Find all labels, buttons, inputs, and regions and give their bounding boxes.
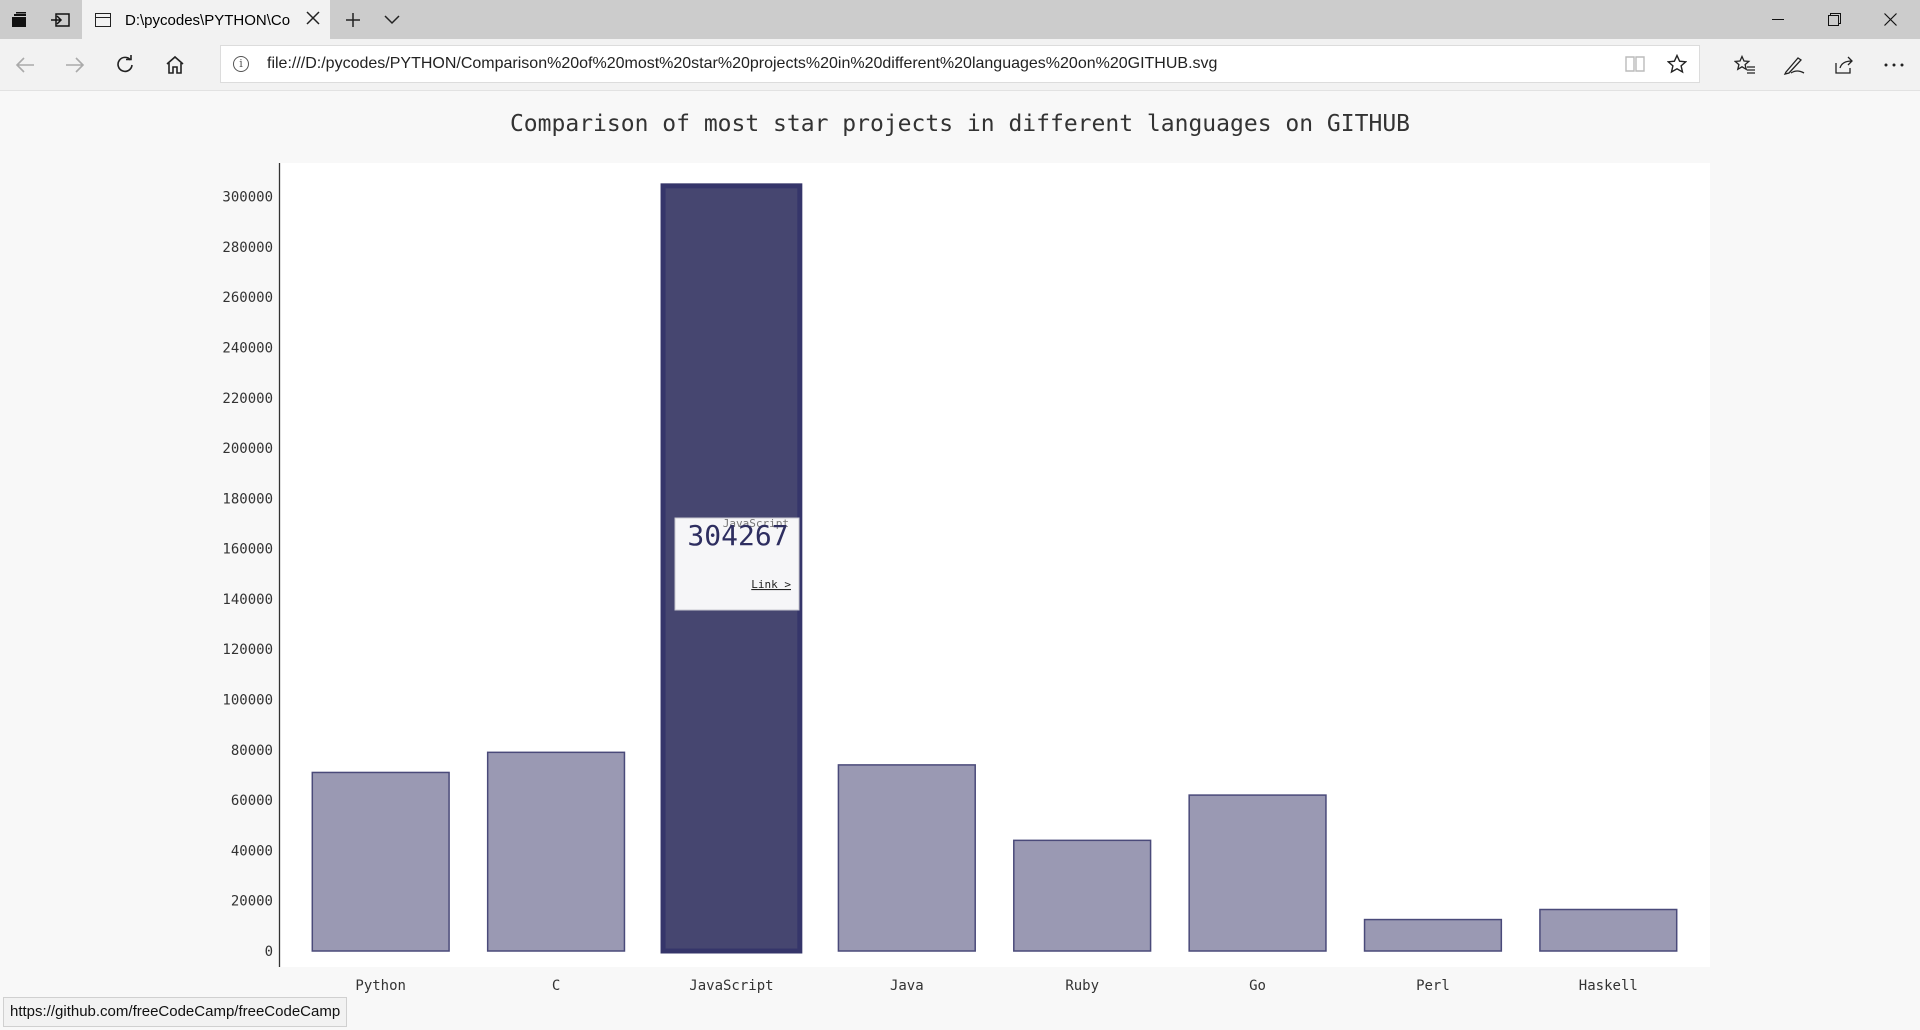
bar-haskell[interactable]	[1539, 908, 1678, 952]
tooltip-link[interactable]: Link >	[751, 578, 791, 591]
address-bar[interactable]: i file:///D:/pycodes/PYTHON/Comparison%2…	[220, 45, 1700, 83]
y-tick-label-11: 220000	[222, 391, 273, 407]
home-icon[interactable]	[155, 45, 195, 85]
y-tick-label-0: 0	[265, 944, 273, 960]
chart-title: Comparison of most star projects in diff…	[510, 111, 1410, 137]
y-tick-label-6: 120000	[222, 642, 273, 658]
favorites-list-icon[interactable]	[1725, 45, 1765, 85]
new-tab-icon[interactable]	[333, 0, 373, 39]
window-close-icon[interactable]	[1862, 0, 1918, 39]
back-arrow-icon[interactable]	[5, 45, 45, 85]
x-tick-label-perl: Perl	[1416, 978, 1450, 994]
forward-arrow-icon[interactable]	[55, 45, 95, 85]
x-tick-label-java: Java	[890, 978, 924, 994]
pen-icon[interactable]	[1774, 45, 1814, 85]
share-icon[interactable]	[1824, 45, 1864, 85]
more-icon[interactable]	[1874, 45, 1914, 85]
url-text[interactable]: file:///D:/pycodes/PYTHON/Comparison%20o…	[267, 55, 1218, 72]
page-content: Comparison of most star projects in diff…	[0, 91, 1920, 1030]
bar-go[interactable]	[1188, 794, 1327, 952]
y-axis-ticks: 0 20000 40000 60000 80000 100000 120000 140000 1…	[222, 190, 273, 960]
y-tick-label-14: 280000	[222, 240, 273, 256]
x-tick-label-python: Python	[355, 978, 406, 994]
bar-ruby[interactable]	[1013, 839, 1152, 952]
reading-view-icon[interactable]	[1625, 55, 1645, 77]
tab-list-chevron-down-icon[interactable]	[372, 0, 412, 39]
minimize-icon[interactable]	[1750, 0, 1806, 39]
tooltip: JavaScript 304267 Link >	[674, 517, 800, 611]
bar-perl[interactable]	[1363, 918, 1503, 952]
info-icon[interactable]: i	[233, 56, 249, 72]
tooltip-label: JavaScript	[723, 517, 789, 530]
x-tick-label-go: Go	[1249, 978, 1266, 994]
x-tick-label-ruby: Ruby	[1065, 978, 1099, 994]
y-tick-label-12: 240000	[222, 340, 273, 356]
navigation-bar: i file:///D:/pycodes/PYTHON/Comparison%2…	[0, 40, 1920, 91]
y-tick-label-4: 80000	[231, 743, 273, 759]
y-tick-label-13: 260000	[222, 290, 273, 306]
bar-java[interactable]	[837, 764, 976, 952]
x-tick-label-javascript: JavaScript	[689, 978, 773, 994]
x-tick-label-c: C	[552, 978, 560, 994]
y-tick-label-8: 160000	[222, 542, 273, 558]
refresh-icon[interactable]	[105, 45, 145, 85]
star-icon[interactable]	[1666, 53, 1688, 78]
bar-python[interactable]	[311, 771, 450, 952]
y-tick-label-10: 200000	[222, 441, 273, 457]
y-tick-label-15: 300000	[222, 190, 273, 206]
set-tabs-aside-icon[interactable]	[0, 0, 40, 39]
tab-title: D:\pycodes\PYTHON\Co	[125, 11, 291, 29]
restore-tabs-icon[interactable]	[40, 0, 80, 39]
tab-strip: D:\pycodes\PYTHON\Co	[0, 0, 1920, 40]
restore-icon[interactable]	[1806, 0, 1862, 39]
y-tick-label-5: 100000	[222, 693, 273, 709]
page-icon	[95, 13, 111, 27]
tooltip-box	[674, 517, 800, 611]
x-axis-labels: Python C JavaScript Java Ruby Go Perl Haskell	[355, 978, 1637, 994]
tooltip-value: 304267	[687, 519, 788, 552]
tab-close-icon[interactable]	[306, 10, 320, 29]
x-tick-label-haskell: Haskell	[1579, 978, 1638, 994]
bar-chart: Comparison of most star projects in diff…	[222, 111, 1710, 994]
tab-active[interactable]: D:\pycodes\PYTHON\Co	[82, 0, 330, 40]
y-tick-label-2: 40000	[231, 843, 273, 859]
status-bar: https://github.com/freeCodeCamp/freeCode…	[3, 997, 348, 1027]
y-tick-label-9: 180000	[222, 491, 273, 507]
y-tick-label-1: 20000	[231, 894, 273, 910]
bar-c[interactable]	[486, 751, 626, 952]
y-tick-label-7: 140000	[222, 592, 273, 608]
y-tick-label-3: 60000	[231, 793, 273, 809]
